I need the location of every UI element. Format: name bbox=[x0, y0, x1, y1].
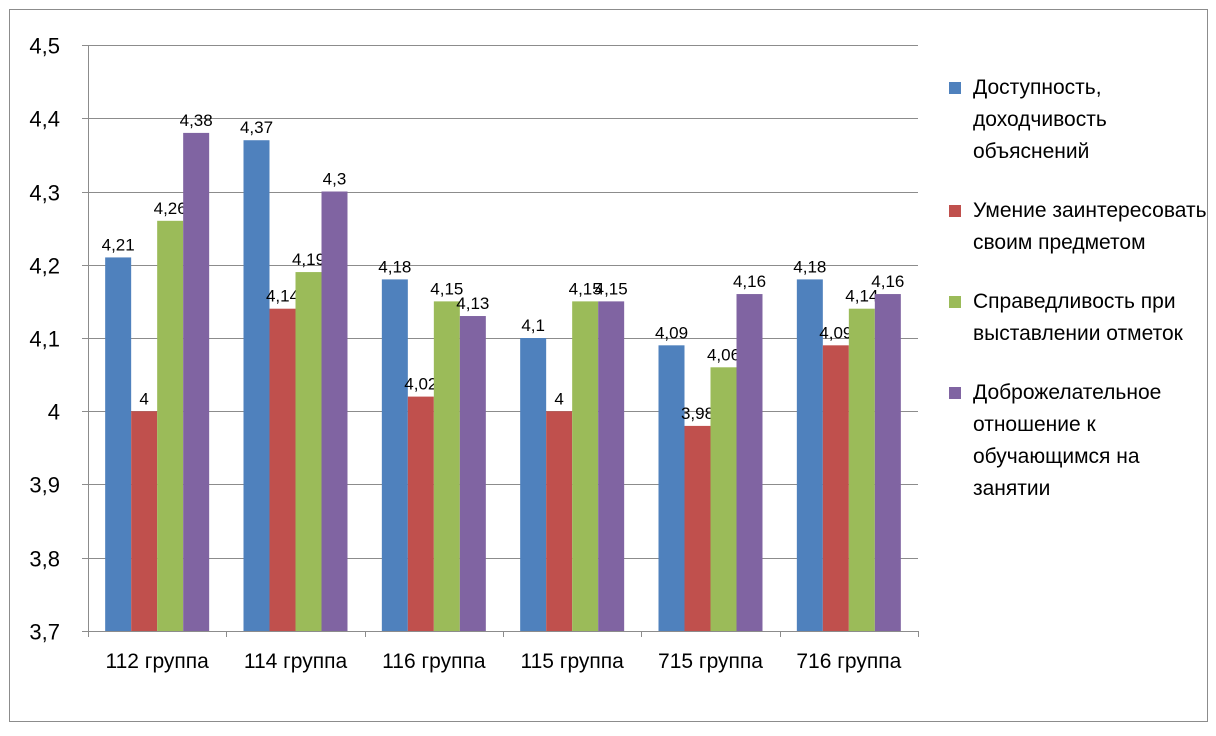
legend: Доступность, доходчивость объяснений Уме… bbox=[947, 72, 1207, 505]
data-label: 4,18 bbox=[378, 257, 411, 276]
bar bbox=[381, 279, 408, 631]
bar bbox=[598, 301, 625, 631]
legend-swatch bbox=[949, 387, 961, 399]
y-tick-label: 4,5 bbox=[29, 34, 60, 59]
bar bbox=[736, 294, 763, 631]
data-label: 4,21 bbox=[102, 235, 135, 254]
bar bbox=[572, 301, 599, 631]
bar bbox=[684, 425, 711, 631]
legend-label: Справедливость при выставлении отметок bbox=[973, 290, 1183, 345]
bar bbox=[183, 132, 210, 631]
data-label: 4,19 bbox=[292, 250, 325, 269]
bar bbox=[546, 411, 573, 631]
data-label: 4 bbox=[139, 389, 148, 408]
bar bbox=[105, 257, 132, 631]
legend-swatch bbox=[949, 296, 961, 308]
bar bbox=[407, 396, 434, 631]
legend-label: Доброжелательное отношение к обучающимся… bbox=[973, 381, 1162, 500]
legend-swatch bbox=[949, 82, 961, 94]
legend-label: Умение заинтересовать своим предметом bbox=[973, 199, 1207, 254]
data-label: 4,09 bbox=[655, 323, 688, 342]
legend-item: Доступность, доходчивость объяснений bbox=[947, 72, 1207, 168]
bar bbox=[520, 338, 547, 631]
bar bbox=[295, 272, 322, 631]
data-label: 4,16 bbox=[733, 272, 766, 291]
y-tick-label: 4,1 bbox=[29, 327, 60, 352]
data-label: 3,98 bbox=[681, 404, 714, 423]
bar bbox=[848, 308, 875, 631]
data-label: 4,15 bbox=[595, 279, 628, 298]
x-tick-label: 116 группа bbox=[382, 650, 486, 673]
bar bbox=[822, 345, 849, 631]
bar bbox=[459, 316, 486, 631]
data-label: 4,1 bbox=[521, 316, 545, 335]
data-label: 4,06 bbox=[707, 345, 740, 364]
data-label: 4,16 bbox=[871, 272, 904, 291]
bar bbox=[433, 301, 460, 631]
x-tick-label: 115 группа bbox=[520, 650, 624, 673]
x-tick-label: 715 группа bbox=[658, 650, 763, 673]
bar bbox=[796, 279, 823, 631]
data-label: 4,37 bbox=[240, 118, 273, 137]
y-tick-label: 4,3 bbox=[29, 181, 60, 206]
bar bbox=[131, 411, 158, 631]
legend-item: Умение заинтересовать своим предметом bbox=[947, 195, 1207, 259]
data-label: 4,15 bbox=[430, 279, 463, 298]
data-label: 4,3 bbox=[323, 170, 347, 189]
y-tick-label: 4,4 bbox=[29, 107, 60, 132]
data-label: 4,02 bbox=[404, 375, 437, 394]
x-tick-label: 716 группа bbox=[796, 650, 901, 673]
y-tick-label: 3,7 bbox=[29, 620, 60, 645]
bar bbox=[658, 345, 685, 631]
data-label: 4,18 bbox=[793, 257, 826, 276]
x-tick-label: 112 группа bbox=[105, 650, 209, 673]
legend-swatch bbox=[949, 205, 961, 217]
data-label: 4,14 bbox=[266, 287, 299, 306]
bar bbox=[321, 191, 348, 631]
y-tick-label: 3,8 bbox=[29, 547, 60, 572]
data-label: 4,26 bbox=[154, 199, 187, 218]
bar bbox=[874, 294, 901, 631]
legend-label: Доступность, доходчивость объяснений bbox=[973, 76, 1107, 163]
y-tick-label: 3,9 bbox=[29, 473, 60, 498]
chart-frame bbox=[9, 9, 1208, 722]
x-tick-label: 114 группа bbox=[244, 650, 348, 673]
legend-item: Справедливость при выставлении отметок bbox=[947, 286, 1207, 350]
bar bbox=[269, 308, 296, 631]
data-label: 4,15 bbox=[569, 279, 602, 298]
data-label: 4,09 bbox=[819, 323, 852, 342]
legend-item: Доброжелательное отношение к обучающимся… bbox=[947, 377, 1207, 505]
y-tick-label: 4 bbox=[48, 400, 60, 425]
data-label: 4 bbox=[554, 389, 563, 408]
data-label: 4,38 bbox=[180, 111, 213, 130]
data-label: 4,14 bbox=[845, 287, 878, 306]
bar bbox=[157, 220, 184, 632]
data-label: 4,13 bbox=[456, 294, 489, 313]
y-tick-label: 4,2 bbox=[29, 254, 60, 279]
bar bbox=[710, 367, 737, 631]
bar bbox=[243, 140, 270, 631]
